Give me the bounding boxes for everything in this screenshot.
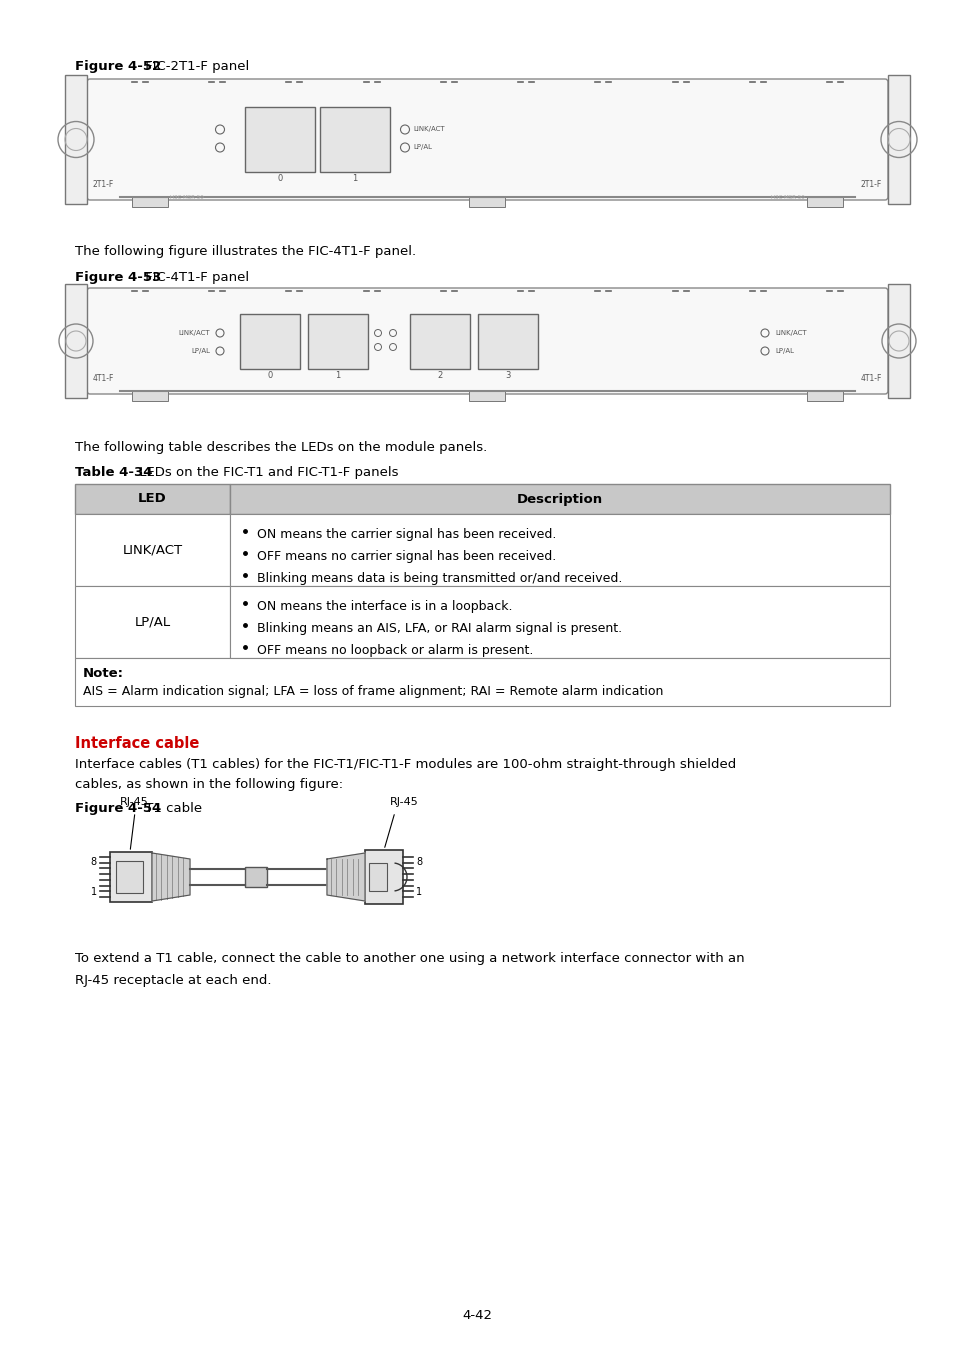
Polygon shape [152,853,190,900]
Text: 1: 1 [91,887,97,896]
Text: 4-42: 4-42 [461,1310,492,1322]
Text: T1 cable: T1 cable [141,802,202,815]
Bar [469,392,505,401]
Bar [116,861,143,892]
Bar [469,197,505,207]
Text: Description: Description [517,493,602,505]
Text: 4T1-F: 4T1-F [860,374,882,383]
Bar [230,586,889,657]
Text: LP/AL: LP/AL [774,348,793,354]
Text: LEDs on the FIC-T1 and FIC-T1-F panels: LEDs on the FIC-T1 and FIC-T1-F panels [135,466,398,479]
Text: 2T1-F: 2T1-F [92,180,114,189]
Bar [308,313,368,369]
Bar [75,514,230,586]
Bar [75,586,230,657]
Text: RJ-45: RJ-45 [120,796,149,807]
Text: 1: 1 [416,887,421,896]
Text: Table 4-34: Table 4-34 [75,466,152,479]
Text: Interface cables (T1 cables) for the FIC-T1/FIC-T1-F modules are 100-ohm straigh: Interface cables (T1 cables) for the FIC… [75,757,736,771]
Bar [245,107,314,171]
Bar [245,867,267,887]
Bar [319,107,390,171]
Text: 2: 2 [436,370,442,379]
Text: The following figure illustrates the FIC-4T1-F panel.: The following figure illustrates the FIC… [75,244,416,258]
Bar [230,514,889,586]
Text: H3C MSR 50: H3C MSR 50 [770,194,804,200]
Bar [806,197,842,207]
Text: ON means the interface is in a loopback.: ON means the interface is in a loopback. [256,599,512,613]
Bar [110,852,152,902]
Text: The following table describes the LEDs on the module panels.: The following table describes the LEDs o… [75,441,487,454]
Text: 1: 1 [335,370,340,379]
Polygon shape [327,853,365,900]
Bar [132,197,168,207]
Bar [230,485,889,514]
Text: OFF means no carrier signal has been received.: OFF means no carrier signal has been rec… [256,549,556,563]
Text: 1: 1 [352,174,357,184]
Text: Figure 4-53: Figure 4-53 [75,271,161,284]
Text: 8: 8 [416,857,421,867]
Bar [887,76,909,204]
Text: cables, as shown in the following figure:: cables, as shown in the following figure… [75,778,343,791]
Text: ON means the carrier signal has been received.: ON means the carrier signal has been rec… [256,528,556,541]
Bar [806,392,842,401]
Text: 8: 8 [91,857,97,867]
Text: 2T1-F: 2T1-F [860,180,882,189]
Bar [65,284,87,398]
Bar [132,392,168,401]
Text: LINK/ACT: LINK/ACT [178,329,210,336]
Text: LP/AL: LP/AL [134,616,171,629]
Bar [65,76,87,204]
Text: To extend a T1 cable, connect the cable to another one using a network interface: To extend a T1 cable, connect the cable … [75,952,744,965]
Text: LP/AL: LP/AL [191,348,210,354]
Text: FIC-4T1-F panel: FIC-4T1-F panel [141,271,249,284]
Text: RJ-45 receptacle at each end.: RJ-45 receptacle at each end. [75,973,272,987]
Bar [365,850,402,904]
Text: Interface cable: Interface cable [75,736,199,751]
Text: Note:: Note: [83,667,124,680]
Text: AIS = Alarm indication signal; LFA = loss of frame alignment; RAI = Remote alarm: AIS = Alarm indication signal; LFA = los… [83,684,662,698]
FancyBboxPatch shape [87,288,887,394]
Text: FIC-2T1-F panel: FIC-2T1-F panel [141,59,249,73]
Text: OFF means no loopback or alarm is present.: OFF means no loopback or alarm is presen… [256,644,533,657]
Text: 0: 0 [267,370,273,379]
Text: 4T1-F: 4T1-F [92,374,114,383]
Text: Figure 4-54: Figure 4-54 [75,802,161,815]
Text: RJ-45: RJ-45 [390,796,418,807]
Text: LINK/ACT: LINK/ACT [122,544,182,556]
Text: Blinking means data is being transmitted or/and received.: Blinking means data is being transmitted… [256,572,621,585]
Text: Figure 4-52: Figure 4-52 [75,59,161,73]
Text: LINK/ACT: LINK/ACT [413,127,444,132]
Bar [240,313,299,369]
Text: LINK/ACT: LINK/ACT [774,329,806,336]
Bar [887,284,909,398]
Bar [410,313,470,369]
Text: 3: 3 [505,370,510,379]
Text: H3C MSR 50: H3C MSR 50 [170,194,204,200]
Bar [75,657,889,706]
Text: LP/AL: LP/AL [413,144,432,150]
Text: Blinking means an AIS, LFA, or RAI alarm signal is present.: Blinking means an AIS, LFA, or RAI alarm… [256,622,621,634]
FancyBboxPatch shape [87,80,887,200]
Text: 0: 0 [277,174,282,184]
Bar [477,313,537,369]
Text: LED: LED [138,493,167,505]
Bar [369,863,387,891]
Bar [75,485,230,514]
